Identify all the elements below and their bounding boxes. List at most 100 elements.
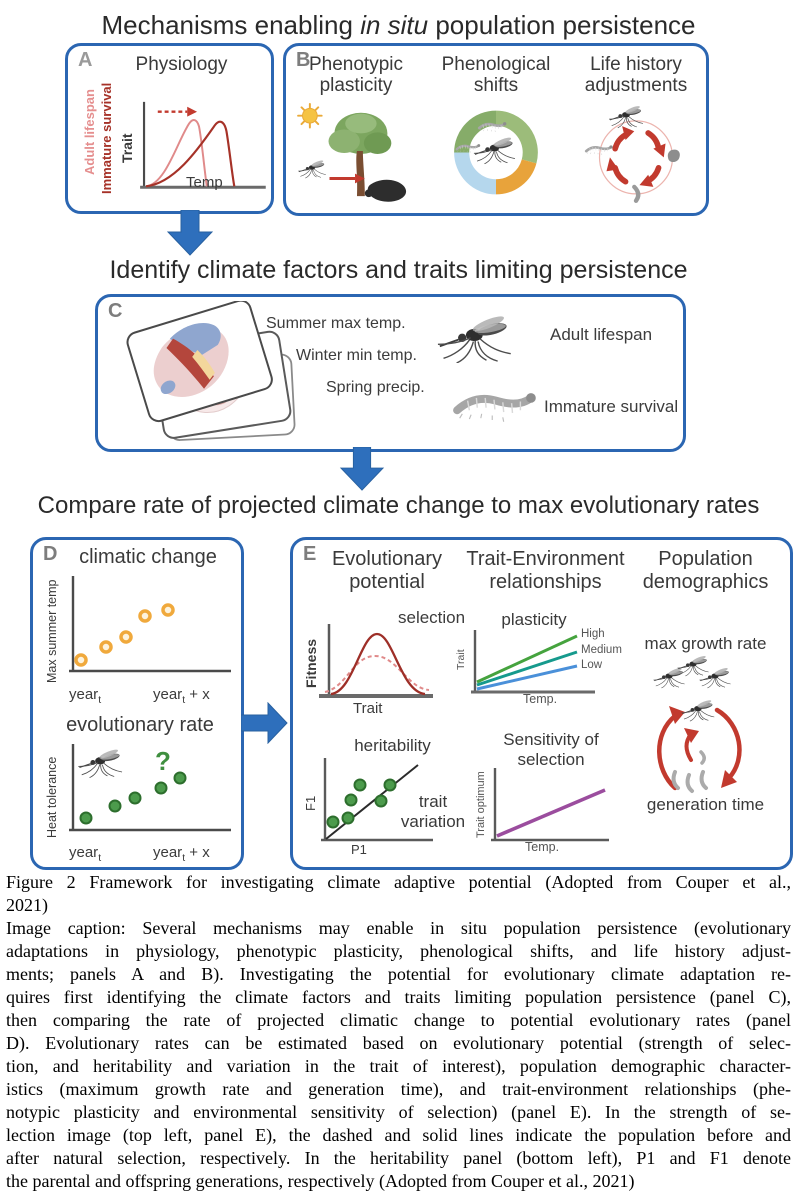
xlabel-year-t: yeart	[69, 686, 101, 706]
plasticity-xlabel: Temp.	[523, 692, 558, 706]
donut-ring-icon	[454, 110, 538, 195]
red-arrow-icon	[329, 173, 365, 184]
panel-b: B Phenotypic plasticity	[283, 43, 709, 216]
tree-icon	[328, 112, 392, 197]
orange-data-points	[74, 603, 175, 667]
caption-line: D). Evolutionary rates can be estimated …	[6, 1033, 791, 1053]
panel-b-item3-label: Life history adjustments	[584, 54, 688, 97]
generation-time-label: generation time	[646, 795, 765, 814]
caption-line: adaptations in physiology, phenotypic pl…	[6, 941, 791, 961]
year-base: year	[153, 844, 183, 861]
heritability-ylabel: F1	[303, 795, 318, 811]
cycle-outline-icon	[598, 120, 674, 195]
climate-factor-2: Winter min temp.	[296, 347, 417, 364]
sun-icon	[297, 102, 323, 129]
heading-step2: Identify climate factors and traits limi…	[109, 256, 688, 284]
evolutionary-rate-plot	[69, 744, 231, 832]
mosquito-icon	[473, 135, 516, 165]
heritability-label: heritability	[354, 736, 431, 755]
panel-d: D climatic change Max summer temp yeart …	[30, 537, 244, 870]
climate-factor-1: Summer max temp.	[266, 315, 406, 332]
heading-step1-italic: in situ	[360, 10, 429, 40]
climatic-change-title: climatic change	[79, 546, 217, 568]
caption-line: the parental and offspring generations, …	[6, 1171, 635, 1191]
panel-e-tag: E	[303, 543, 317, 565]
year-sub: t	[182, 694, 186, 706]
caption-line: Figure 2 Framework for investigating cli…	[6, 872, 791, 892]
panel-b-item-phenology: Phenological shifts	[426, 54, 566, 213]
panel-a: A Physiology Adult lifespan Immature sur…	[65, 43, 274, 214]
panel-c-tag: C	[108, 300, 123, 322]
panel-b-tag: B	[296, 49, 311, 71]
figure-caption: Figure 2 Framework for investigating cli…	[6, 871, 791, 1193]
panel-b-item-lifehistory: Life history adjustments	[566, 54, 706, 213]
sensitivity-ylabel: Trait optimum	[475, 771, 487, 839]
selection-ylabel: Fitness	[303, 638, 319, 688]
caption-line: after natural selection, respectively. I…	[6, 1148, 791, 1168]
generation-cycle-illustration	[657, 698, 742, 793]
map-card-1-icon	[126, 301, 273, 423]
caption-line: istics (maximum growth rate and generati…	[6, 1079, 791, 1099]
year-base: year	[69, 686, 99, 703]
pupa-icon	[632, 184, 641, 203]
phenology-donut-chart	[454, 110, 538, 195]
shadow-blob-icon	[364, 179, 407, 202]
mosquito-icon	[608, 104, 644, 129]
heritability-plot	[321, 758, 433, 842]
year-sub: t	[98, 852, 102, 864]
line-label-high: High	[581, 628, 605, 640]
trait-label-immature: Immature survival	[544, 397, 679, 416]
line-label-low: Low	[581, 659, 603, 671]
year-sub: t	[182, 852, 186, 864]
caption-line: ments; panels A and B). Investigating th…	[6, 964, 791, 984]
climate-maps-illustration	[126, 301, 296, 441]
xlabel-year-t-x: yeart + x	[153, 686, 210, 706]
heritability-xlabel: P1	[351, 842, 367, 857]
pupa-icon	[699, 750, 706, 765]
selection-plot	[319, 624, 433, 698]
panel-d-tag: D	[43, 543, 58, 565]
xlabel-year-t-x: yeart + x	[153, 844, 210, 864]
panel-c: C Summer max temp.	[95, 294, 686, 452]
max-growth-rate-label: max growth rate	[644, 634, 767, 653]
panel-b-item-plasticity: Phenotypic plasticity	[286, 54, 426, 213]
heading-step1-pre: Mechanisms enabling	[101, 10, 361, 40]
trait-label-adult: Adult lifespan	[550, 325, 653, 344]
caption-line: quires first identifying the climate fac…	[6, 987, 791, 1007]
mosquito-icon	[77, 747, 123, 779]
panel-a-title: Physiology	[135, 54, 228, 75]
flow-arrow-right	[241, 702, 288, 744]
green-data-points	[79, 771, 187, 825]
larvae-icons	[671, 770, 708, 793]
shift-arrow-icon	[157, 106, 198, 117]
heading-step3: Compare rate of projected climate change…	[37, 492, 760, 519]
caption-line: 2021)	[6, 895, 48, 915]
year-base: year	[69, 844, 99, 861]
panel-a-axis-label-adult: Adult lifespan	[82, 89, 97, 175]
sensitivity-plot	[491, 768, 609, 842]
flow-arrow-down-1	[167, 210, 213, 256]
question-mark: ?	[155, 746, 171, 776]
evolutionary-rate-title: evolutionary rate	[66, 714, 214, 736]
caption-line: Image caption: Several mechanisms may en…	[6, 918, 791, 938]
xlabel-year-t: yeart	[69, 844, 101, 864]
panel-e: E Evolutionary potential Trait-Environme…	[290, 537, 793, 870]
cycle-arrowheads-icon	[606, 126, 666, 187]
panel-a-xlabel: Temp	[186, 174, 223, 191]
cycle-arrowheads-icon	[669, 706, 737, 788]
panel-a-tag: A	[78, 49, 93, 71]
life-cycle-illustration	[584, 104, 680, 203]
phenotypic-plasticity-illustration	[297, 102, 407, 202]
plasticity-plot	[471, 630, 595, 694]
panel-b-item1-label: Phenotypic plasticity	[308, 54, 403, 97]
caption-line: tion, and heritability and variation in …	[6, 1056, 791, 1076]
climatic-change-ylabel: Max summer temp	[45, 579, 59, 683]
panel-a-axis-label-immature: Immature survival	[99, 82, 114, 194]
climatic-change-plot	[69, 576, 231, 673]
year-suffix: + x	[185, 686, 210, 703]
year-base: year	[153, 686, 183, 703]
cycle-arrows-icon	[612, 130, 662, 185]
caption-line: lection image (top left, panel E), the d…	[6, 1125, 791, 1145]
col-title-evolutionary-potential: Evolutionary potential	[331, 548, 443, 593]
